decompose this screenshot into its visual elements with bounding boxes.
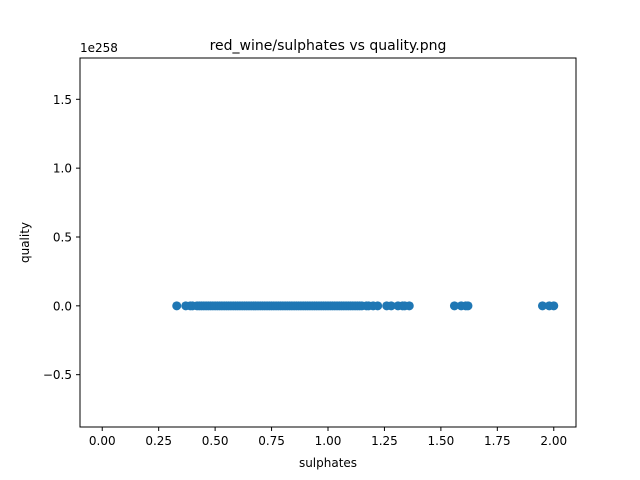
x-axis-ticks: 0.00 0.25 0.50 0.75 1.00 1.25 1.50 1.75 2.00 xyxy=(89,427,567,448)
x-tick-label: 1.00 xyxy=(315,434,342,448)
y-offset-text: 1e258 xyxy=(80,41,118,55)
y-tick-label: 1.0 xyxy=(53,162,72,176)
y-tick-label: −0.5 xyxy=(43,368,72,382)
x-tick-label: 1.25 xyxy=(371,434,398,448)
y-tick-label: 0.0 xyxy=(53,299,72,313)
x-tick-label: 1.50 xyxy=(428,434,455,448)
y-axis-ticks: −0.5 0.0 0.5 1.0 1.5 xyxy=(43,93,80,382)
data-point xyxy=(537,301,547,311)
x-tick-label: 0.50 xyxy=(202,434,229,448)
x-tick-label: 2.00 xyxy=(540,434,567,448)
data-point xyxy=(549,301,559,311)
data-point xyxy=(373,301,383,311)
y-axis-label: quality xyxy=(18,222,32,263)
y-tick-label: 0.5 xyxy=(53,230,72,244)
chart-title: red_wine/sulphates vs quality.png xyxy=(210,38,447,54)
x-tick-label: 1.75 xyxy=(484,434,511,448)
data-point xyxy=(404,301,414,311)
plot-frame xyxy=(79,57,577,428)
x-tick-label: 0.00 xyxy=(89,434,116,448)
data-points xyxy=(172,301,559,311)
x-tick-label: 0.25 xyxy=(145,434,172,448)
data-point xyxy=(172,301,182,311)
data-point xyxy=(449,301,459,311)
x-tick-label: 0.75 xyxy=(258,434,285,448)
y-tick-label: 1.5 xyxy=(53,93,72,107)
data-point xyxy=(386,301,396,311)
x-axis-label: sulphates xyxy=(299,456,357,470)
data-point xyxy=(463,301,473,311)
